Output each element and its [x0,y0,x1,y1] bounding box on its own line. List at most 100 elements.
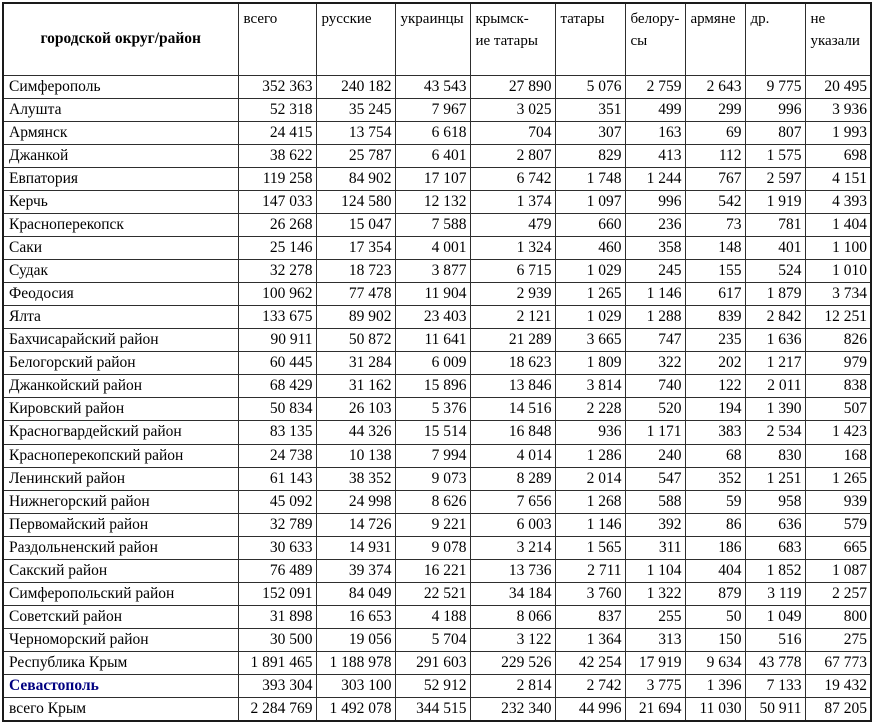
value-cell: 1 993 [804,120,872,145]
value-cell: 11 904 [394,282,471,307]
table-row: всего Крым 2 284 769 1 492 078 344 515 232 3… [2,697,872,722]
value-cell: 5 376 [394,397,471,422]
value-cell: 1 322 [624,581,686,606]
region-cell: Ялта [2,305,239,330]
value-cell: 1 029 [554,305,626,330]
value-cell: 1 919 [744,189,806,214]
value-cell: 1 891 465 [237,651,317,676]
value-cell: 1 423 [804,420,872,445]
region-cell: Джанкой [2,143,239,168]
value-cell: 147 033 [237,189,317,214]
value-cell: 11 030 [684,697,746,722]
column-header: др. [744,2,806,76]
region-cell: Евпатория [2,166,239,191]
value-cell: 32 789 [237,512,317,537]
table-row: Красноперекопский район 24 738 10 138 7 994… [2,443,872,468]
value-cell: 148 [684,235,746,261]
column-header: не указали [804,2,872,76]
table-row: Сакский район 76 489 39 374 16 221 13 736 2 7… [2,558,872,583]
value-cell: 52 912 [394,674,471,699]
value-cell: 45 092 [237,489,317,514]
value-cell: 2 597 [744,166,806,191]
value-cell: 4 151 [804,166,872,191]
region-cell: всего Крым [2,697,239,722]
value-cell: 1 286 [554,443,626,468]
value-cell: 392 [624,512,686,537]
table-row: Черноморский район 30 500 19 056 5 704 3 122… [2,627,872,653]
value-cell: 660 [554,212,626,237]
value-cell: 229 526 [469,651,556,676]
value-cell: 1 251 [744,466,806,491]
table-row: Первомайский район 32 789 14 726 9 221 6 003… [2,512,872,537]
value-cell: 4 001 [394,235,471,261]
value-cell: 35 245 [315,97,396,122]
value-cell: 6 742 [469,166,556,191]
value-cell: 42 254 [554,651,626,676]
value-cell: 6 003 [469,512,556,537]
value-cell: 2 534 [744,420,806,445]
region-cell: Раздольненский район [2,535,239,560]
table-row: Красноперекопск 26 268 15 047 7 588 479 660 23… [2,212,872,237]
region-cell: Красногвардейский район [2,420,239,445]
value-cell: 8 289 [469,466,556,491]
value-cell: 838 [804,374,872,399]
value-cell: 19 056 [315,627,396,653]
value-cell: 1 492 078 [315,697,396,722]
value-cell: 2 014 [554,466,626,491]
value-cell: 2 284 769 [237,697,317,722]
value-cell: 7 656 [469,489,556,514]
value-cell: 13 736 [469,558,556,583]
value-cell: 31 162 [315,374,396,399]
column-header: крымск- ие татары [469,2,556,76]
value-cell: 24 738 [237,443,317,468]
table-row: Джанкойский район 68 429 31 162 15 896 13 84… [2,374,872,399]
table-row: Судак 32 278 18 723 3 877 6 715 1 029 245 155 52… [2,258,872,284]
value-cell: 2 257 [804,581,872,606]
value-cell: 168 [804,443,872,468]
column-header: русские [315,2,396,76]
value-cell: 27 890 [469,74,556,99]
value-cell: 352 [684,466,746,491]
value-cell: 43 778 [744,651,806,676]
region-cell: Саки [2,235,239,261]
value-cell: 1 374 [469,189,556,214]
value-cell: 4 188 [394,604,471,630]
column-header-region: городской округ/район [2,2,239,76]
value-cell: 25 787 [315,143,396,168]
value-cell: 9 634 [684,651,746,676]
value-cell: 18 623 [469,351,556,376]
value-cell: 17 919 [624,651,686,676]
value-cell: 50 [684,604,746,630]
value-cell: 1 010 [804,258,872,284]
table-row: Советский район 31 898 16 653 4 188 8 066 837… [2,604,872,630]
region-cell: Джанкойский район [2,374,239,399]
value-cell: 240 182 [315,74,396,99]
value-cell: 1 809 [554,351,626,376]
value-cell: 2 011 [744,374,806,399]
value-cell: 351 [554,97,626,122]
value-cell: 1 097 [554,189,626,214]
value-cell: 26 268 [237,212,317,237]
table-row: Армянск 24 415 13 754 6 618 704 307 163 69 807 1 … [2,120,872,145]
value-cell: 69 [684,120,746,145]
value-cell: 2 939 [469,282,556,307]
region-cell: Советский район [2,604,239,630]
value-cell: 83 135 [237,420,317,445]
value-cell: 303 100 [315,674,396,699]
value-cell: 3 734 [804,282,872,307]
table-row: Нижнегорский район 45 092 24 998 8 626 7 656… [2,489,872,514]
value-cell: 39 374 [315,558,396,583]
value-cell: 3 760 [554,581,626,606]
value-cell: 1 217 [744,351,806,376]
region-cell: Республика Крым [2,651,239,676]
value-cell: 9 073 [394,466,471,491]
value-cell: 50 911 [744,697,806,722]
value-cell: 6 715 [469,258,556,284]
table-row: Кировский район 50 834 26 103 5 376 14 516 2 … [2,397,872,422]
value-cell: 2 759 [624,74,686,99]
value-cell: 240 [624,443,686,468]
value-cell: 50 834 [237,397,317,422]
value-cell: 404 [684,558,746,583]
value-cell: 232 340 [469,697,556,722]
table-row: Симферопольский район 152 091 84 049 22 521… [2,581,872,606]
